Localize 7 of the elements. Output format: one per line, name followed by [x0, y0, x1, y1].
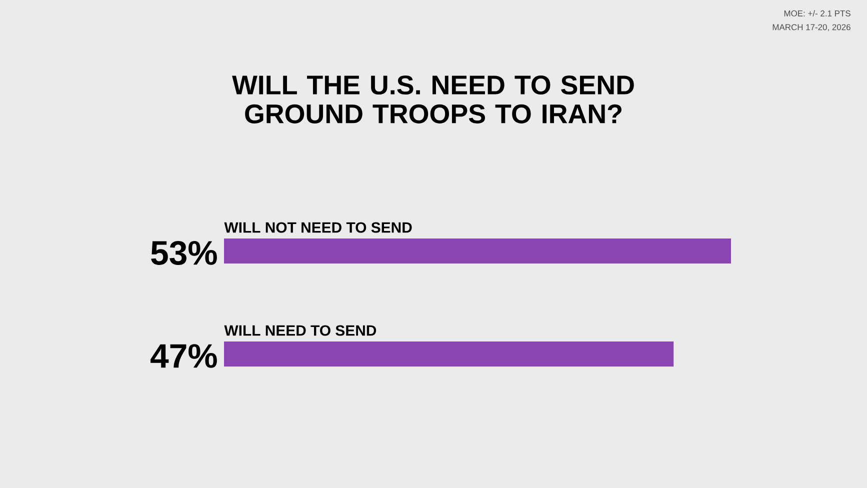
- data-label: 53%: [151, 240, 217, 265]
- text: MARCH 17-20, 2026: [772, 24, 850, 32]
- text: MOE: +/- 2.1 PTS: [784, 10, 850, 16]
- data-label: 47%: [150, 344, 217, 368]
- y-tick-label: WILL NEED TO SEND: [224, 325, 376, 336]
- chart-title: WILL THE U.S. NEED TO SEND GROUND TROOPS TO IRAN?: [232, 76, 634, 124]
- y-tick-label: WILL NOT NEED TO SEND: [224, 222, 412, 233]
